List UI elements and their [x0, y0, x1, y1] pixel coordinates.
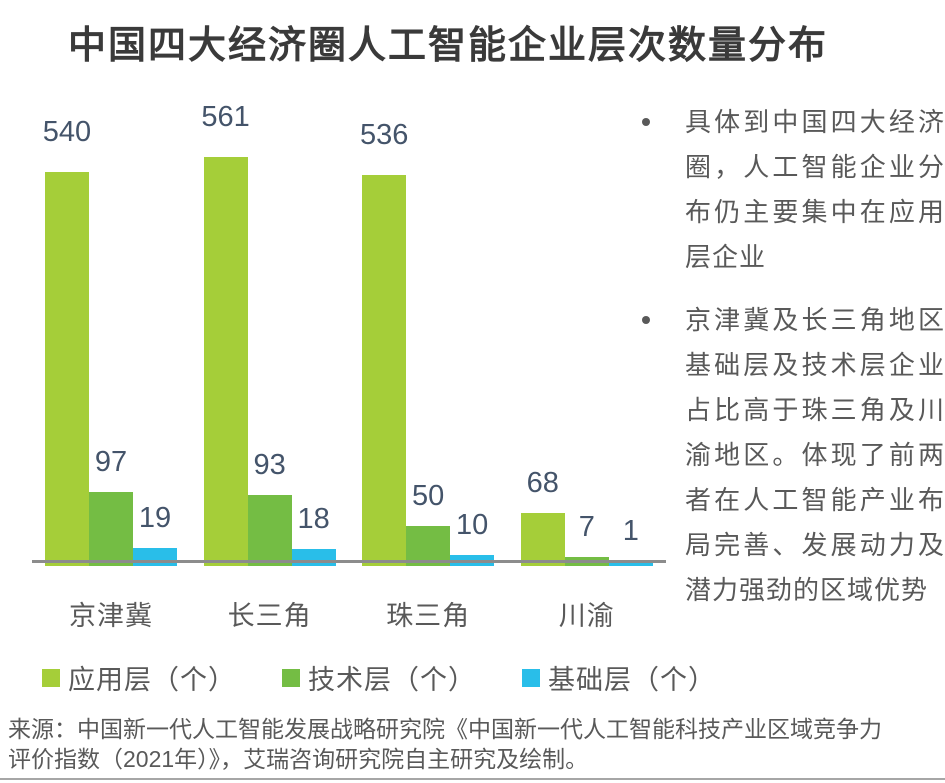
bar-珠三角-技术层（个） [406, 526, 451, 566]
category-label-川渝: 川渝 [558, 601, 615, 631]
bar-value-label: 19 [138, 502, 172, 534]
legend-item: 基础层（个） [522, 658, 716, 697]
bar-value-label: 561 [201, 101, 250, 133]
bar-value-label: 18 [297, 503, 330, 535]
bar-value-label: 540 [42, 116, 92, 148]
bar-长三角-基础层（个） [291, 549, 336, 566]
bullet-dot-icon [642, 118, 650, 126]
source-note: 来源：中国新一代人工智能发展战略研究院《中国新一代人工智能科技产业区域竞争力评价… [8, 716, 882, 772]
bar-value-label: 68 [526, 467, 559, 499]
category-label-珠三角: 珠三角 [386, 601, 471, 631]
legend-swatch-icon [282, 668, 300, 687]
insight-text: 具体到中国四大经济圈，人工智能企业分布仍主要集中在应用层企业 [685, 107, 945, 272]
legend-label: 应用层（个） [68, 665, 236, 695]
bar-长三角-应用层（个） [203, 157, 248, 566]
bar-京津冀-应用层（个） [45, 172, 89, 566]
bullet-dot-icon [642, 316, 650, 324]
bar-value-label: 536 [359, 119, 409, 151]
legend-item: 技术层（个） [282, 658, 476, 697]
insight-bullet-item: 具体到中国四大经济圈，人工智能企业分布仍主要集中在应用层企业 [630, 100, 945, 280]
category-label-长三角: 长三角 [227, 601, 312, 631]
bar-value-label: 50 [412, 480, 445, 512]
bar-chart: 540 97 19 京津冀 561 93 18 长三角 536 50 10 珠三角 68 7 1 川渝 [32, 101, 666, 631]
bar-value-label: 97 [94, 446, 128, 478]
legend-item: 应用层（个） [42, 658, 236, 697]
bar-value-label: 1 [622, 515, 639, 547]
bar-珠三角-应用层（个） [362, 175, 407, 566]
bar-长三角-技术层（个） [247, 495, 292, 566]
bar-value-label: 10 [456, 509, 489, 541]
bar-川渝-基础层（个） [608, 561, 653, 566]
bottom-divider [0, 778, 945, 780]
category-label-京津冀: 京津冀 [69, 601, 153, 631]
insights-panel: 具体到中国四大经济圈，人工智能企业分布仍主要集中在应用层企业 京津冀及长三角地区… [630, 100, 945, 631]
legend-swatch-icon [522, 668, 540, 687]
bar-京津冀-技术层（个） [89, 492, 133, 566]
bar-value-label: 7 [578, 511, 595, 543]
insight-bullet-item: 京津冀及长三角地区基础层及技术层企业占比高于珠三角及川渝地区。体现了前两者在人工… [630, 298, 945, 613]
bar-京津冀-基础层（个） [133, 548, 177, 566]
legend-swatch-icon [42, 668, 60, 687]
legend-label: 技术层（个） [308, 665, 476, 695]
x-axis-line [32, 560, 666, 563]
chart-legend: 应用层（个） 技术层（个） 基础层（个） [42, 658, 716, 697]
bar-川渝-应用层（个） [520, 513, 565, 566]
legend-label: 基础层（个） [548, 665, 716, 695]
bar-value-label: 93 [253, 449, 286, 481]
insight-text: 京津冀及长三角地区基础层及技术层企业占比高于珠三角及川渝地区。体现了前两者在人工… [685, 305, 945, 605]
chart-title: 中国四大经济圈人工智能企业层次数量分布 [68, 25, 829, 67]
